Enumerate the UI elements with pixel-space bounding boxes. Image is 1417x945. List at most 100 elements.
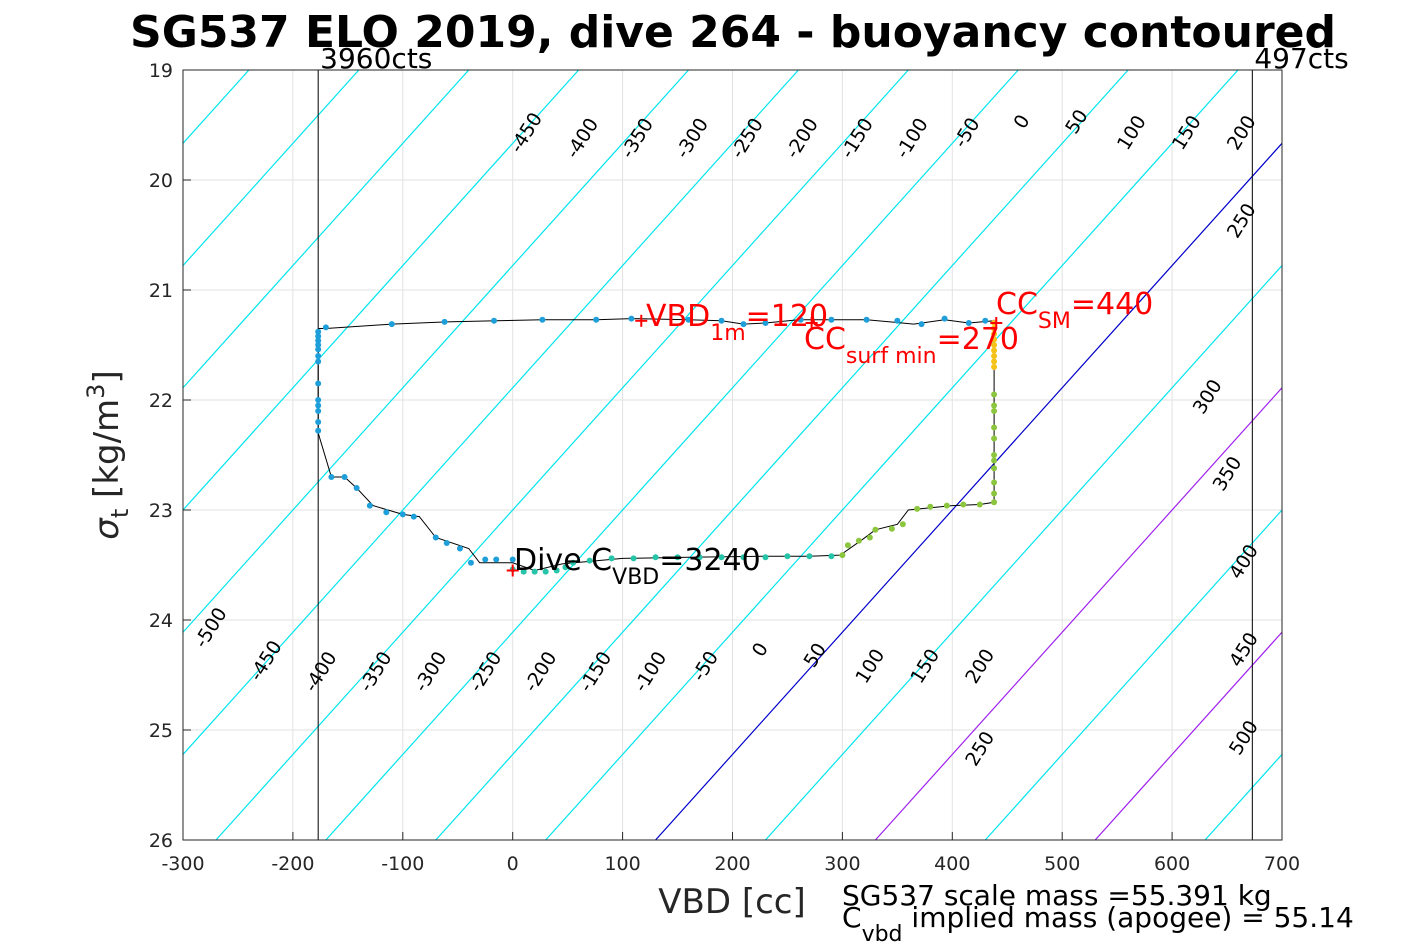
x-tick-label: -300: [161, 853, 204, 875]
contour-label: 250: [1223, 200, 1261, 242]
data-point: [315, 408, 322, 414]
data-point: [914, 505, 921, 512]
contour-label: -50: [688, 647, 723, 685]
data-point: [630, 555, 637, 562]
y-tick-label: 25: [149, 720, 173, 742]
data-point: [315, 353, 322, 359]
data-point: [315, 419, 322, 425]
data-point: [991, 336, 998, 343]
contour-label: -50: [949, 114, 984, 152]
contour-line: [435, 70, 1129, 840]
data-point: [991, 499, 998, 506]
data-point: [410, 513, 417, 520]
x-tick-label: 100: [604, 853, 640, 875]
y-tick-label: 21: [149, 280, 173, 302]
data-point: [456, 545, 463, 552]
data-point: [762, 554, 769, 561]
data-point: [740, 321, 747, 328]
data-point: [553, 567, 560, 574]
contour-line: [545, 70, 1239, 840]
contour-line: [1094, 631, 1282, 840]
data-point: [918, 321, 925, 328]
contour-label: -350: [355, 648, 397, 696]
data-point: [341, 474, 348, 480]
data-point: [493, 556, 500, 563]
data-point: [991, 358, 998, 365]
data-point: [685, 316, 692, 323]
red-plus-marker: [635, 314, 648, 327]
data-point: [991, 331, 998, 337]
x-tick-label: -200: [271, 853, 314, 875]
contour-line: [215, 70, 909, 840]
contour-line: [1204, 753, 1282, 840]
footer-scale-mass: SG537 scale mass =55.391 kg: [842, 879, 1272, 912]
x-tick-label: 0: [507, 853, 519, 875]
data-point: [315, 346, 322, 353]
data-point: [542, 568, 549, 575]
data-point: [520, 568, 527, 575]
data-points: [315, 315, 998, 575]
data-point: [441, 318, 448, 325]
data-point: [570, 559, 577, 566]
data-point: [539, 316, 546, 323]
data-point: [888, 525, 895, 532]
x-tick-label: 600: [1154, 853, 1190, 875]
data-point: [482, 556, 489, 563]
y-axis-units: [kg/m: [87, 399, 127, 498]
data-point: [586, 557, 593, 564]
contour-label: 100: [851, 645, 889, 687]
data-point: [328, 474, 335, 480]
data-point: [872, 526, 879, 533]
data-point: [762, 320, 769, 326]
count-lines: 3960cts 497cts: [317, 42, 1349, 840]
annot-cc-surf: CCsurf min=270: [804, 322, 1019, 369]
data-point: [866, 534, 873, 541]
x-tick-label: 300: [824, 853, 860, 875]
contour-line: [655, 142, 1282, 840]
data-point: [315, 358, 322, 365]
contour-line: [1315, 70, 1417, 840]
data-point: [608, 555, 615, 562]
contour-line: [183, 70, 689, 634]
data-point: [531, 568, 538, 575]
x-tick-label: 500: [1044, 853, 1080, 875]
contour-label: -400: [300, 648, 342, 696]
y-axis-units-close: ]: [87, 370, 127, 383]
data-point: [491, 317, 498, 324]
data-point: [943, 502, 950, 509]
x-axis-label: VBD [cc]: [658, 882, 806, 922]
contour-label: 450: [1225, 629, 1263, 671]
data-point: [941, 315, 948, 322]
contour-label: 300: [1189, 376, 1227, 418]
red-plus-marker: [805, 317, 818, 329]
data-point: [593, 316, 600, 323]
contour-label: 500: [1225, 717, 1263, 759]
data-point: [991, 424, 998, 431]
contour-label: 50: [1061, 106, 1092, 138]
contour-label: 200: [1223, 112, 1261, 154]
data-point: [315, 427, 322, 434]
data-point: [388, 321, 395, 328]
data-point: [976, 501, 983, 508]
x-tick-label: 700: [1264, 853, 1300, 875]
data-point: [828, 553, 835, 560]
data-point: [894, 317, 901, 324]
data-point: [991, 402, 998, 409]
data-point: [965, 320, 972, 326]
data-point: [828, 316, 835, 323]
red-plus-marker: [506, 564, 519, 577]
contour-line: [183, 70, 799, 756]
red-plus-marker: [990, 317, 1003, 329]
contour-line: [325, 70, 1019, 840]
contour-label: 100: [1113, 112, 1151, 154]
y-tick-label: 20: [149, 170, 173, 192]
data-point: [991, 457, 998, 464]
contour-label: -100: [891, 114, 933, 162]
data-point: [696, 554, 703, 561]
contour-label: -200: [520, 648, 562, 696]
contour-label: -300: [671, 114, 713, 162]
data-point: [628, 315, 635, 322]
contour-label: 350: [1209, 453, 1247, 495]
footer-implied-mass: Cvbd implied mass (apogee) = 55.14: [842, 901, 1354, 945]
contour-line: [183, 70, 580, 511]
